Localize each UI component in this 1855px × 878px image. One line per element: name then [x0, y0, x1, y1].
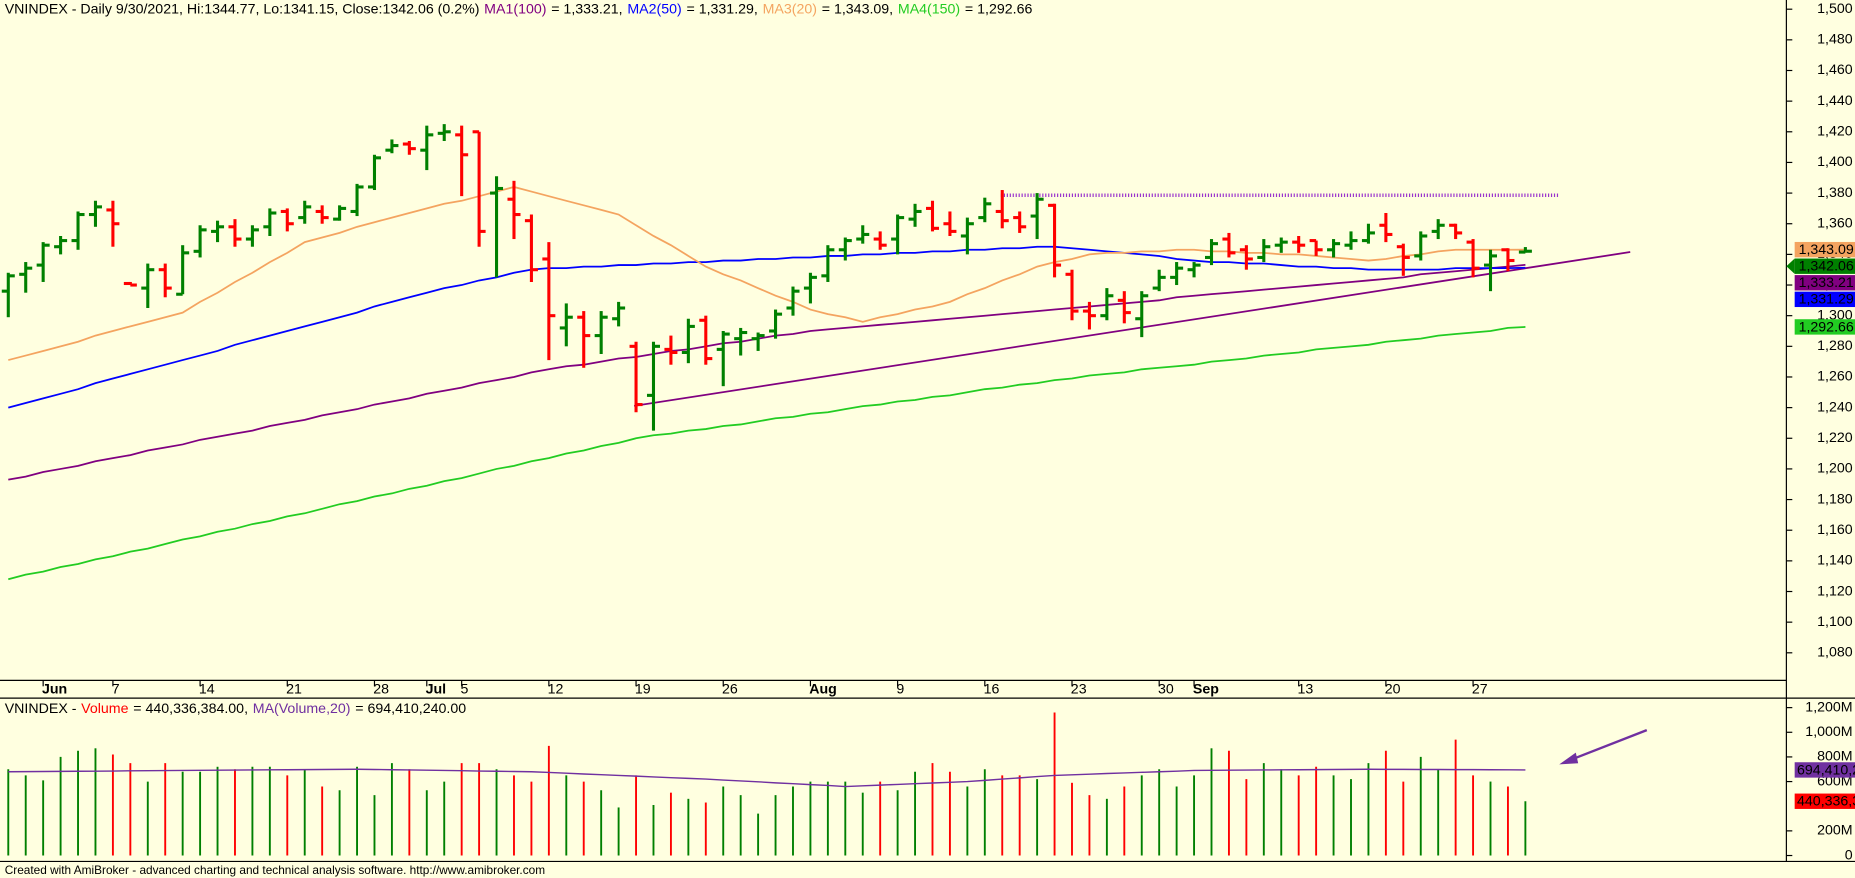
- price-tag: [1794, 275, 1855, 291]
- y-tick-label: 1,200: [1817, 461, 1853, 477]
- legend-value: = 1,292.66: [965, 1, 1033, 17]
- y-tick-label: 200M: [1817, 823, 1852, 839]
- x-tick-label: 14: [199, 682, 215, 698]
- x-tick-label: Jun: [42, 682, 67, 698]
- y-tick-label: 1,280: [1817, 338, 1853, 354]
- y-tick-label: 0: [1845, 847, 1853, 863]
- y-tick-label: 1,240: [1817, 399, 1853, 415]
- price-tag: [1794, 241, 1855, 258]
- y-tick-label: 1,360: [1817, 215, 1853, 231]
- legend-value: = 440,336,384.00,: [133, 701, 248, 717]
- volume-tag-label: 694,410,2: [1797, 762, 1855, 778]
- legend-name: MA1(100): [484, 1, 546, 17]
- legend-name: MA3(20): [763, 1, 817, 17]
- header-title: VNINDEX -: [5, 701, 77, 717]
- price-tag-label: 1,333.21: [1799, 275, 1854, 291]
- price-header: VNINDEX - Daily 9/30/2021, Hi:1344.77, L…: [5, 1, 1033, 17]
- ma-line: [8, 245, 1526, 409]
- x-tick-label: 7: [112, 682, 120, 698]
- x-tick-label: 9: [896, 682, 904, 698]
- price-tag-label: 1,343.09: [1799, 242, 1854, 258]
- price-tag: [1794, 291, 1855, 308]
- volume-tag: [1794, 762, 1855, 778]
- y-tick-label: 1,000M: [1805, 724, 1852, 740]
- volume-tag-label: 440,336,3: [1797, 794, 1855, 810]
- price-tag: [1794, 319, 1855, 335]
- x-tick-label: 30: [1158, 682, 1174, 698]
- x-tick-label: Sep: [1193, 682, 1219, 698]
- y-tick-label: 1,500: [1817, 1, 1853, 17]
- y-tick-label: 1,420: [1817, 124, 1853, 140]
- x-tick-label: 21: [286, 682, 302, 698]
- x-tick-label: 13: [1298, 682, 1314, 698]
- ma-line: [8, 186, 1526, 361]
- annotation-arrowhead: [1559, 752, 1579, 765]
- y-tick-label: 1,080: [1817, 645, 1853, 661]
- legend-name: MA2(50): [627, 1, 681, 17]
- legend-value: = 694,410,240.00: [355, 701, 466, 717]
- y-tick-label: 1,440: [1817, 93, 1853, 109]
- legend-name: MA(Volume,20): [253, 701, 351, 717]
- ma-line: [8, 263, 1526, 481]
- x-tick-label: Aug: [809, 682, 837, 698]
- y-tick-label: 1,220: [1817, 430, 1853, 446]
- x-tick-label: 5: [460, 682, 468, 698]
- volume-ma-line: [8, 768, 1526, 788]
- legend-value: = 1,331.29,: [686, 1, 757, 17]
- x-tick-label: Jul: [426, 682, 446, 698]
- footer: Created with AmiBroker - advanced charti…: [5, 863, 545, 877]
- y-tick-label: 1,460: [1817, 62, 1853, 78]
- x-tick-label: 23: [1071, 682, 1087, 698]
- y-tick-label: 1,160: [1817, 522, 1853, 538]
- x-tick-label: 26: [722, 682, 738, 698]
- price-tag-arrow: [1786, 258, 1795, 274]
- legend-value: = 1,343.09,: [822, 1, 893, 17]
- y-tick-label: 1,140: [1817, 553, 1853, 569]
- volume-header: VNINDEX - Volume = 440,336,384.00, MA(Volum…: [5, 701, 466, 717]
- legend-name: MA4(150): [898, 1, 960, 17]
- x-tick-label: 20: [1385, 682, 1401, 698]
- x-tick-label: 27: [1472, 682, 1488, 698]
- y-tick-label: 1,400: [1817, 154, 1853, 170]
- volume-tag: [1794, 793, 1855, 809]
- y-tick-label: 1,200M: [1805, 699, 1852, 715]
- y-tick-label: 1,480: [1817, 32, 1853, 48]
- legend-value: = 1,333.21,: [551, 1, 622, 17]
- y-tick-label: 1,260: [1817, 369, 1853, 385]
- x-tick-label: 19: [635, 682, 651, 698]
- y-tick-label: 1,120: [1817, 583, 1853, 599]
- x-tick-label: 16: [984, 682, 1000, 698]
- price-tag-label: 1,331.29: [1799, 292, 1854, 308]
- x-tick-label: 28: [373, 682, 389, 698]
- header-title: VNINDEX - Daily 9/30/2021, Hi:1344.77, L…: [5, 1, 480, 17]
- trend-line: [633, 251, 1631, 407]
- price-tag: [1794, 258, 1855, 274]
- y-tick-label: 1,180: [1817, 491, 1853, 507]
- price-tag-label: 1,292.66: [1799, 319, 1854, 335]
- annotation-arrow: [1570, 728, 1648, 761]
- y-tick-label: 1,380: [1817, 185, 1853, 201]
- ma-line: [8, 326, 1526, 581]
- price-tag-label: 1,342.06: [1799, 259, 1854, 275]
- legend-name: Volume: [81, 701, 128, 717]
- x-tick-label: 12: [548, 682, 564, 698]
- y-tick-label: 1,100: [1817, 614, 1853, 630]
- y-tick-label: 800M: [1817, 749, 1852, 765]
